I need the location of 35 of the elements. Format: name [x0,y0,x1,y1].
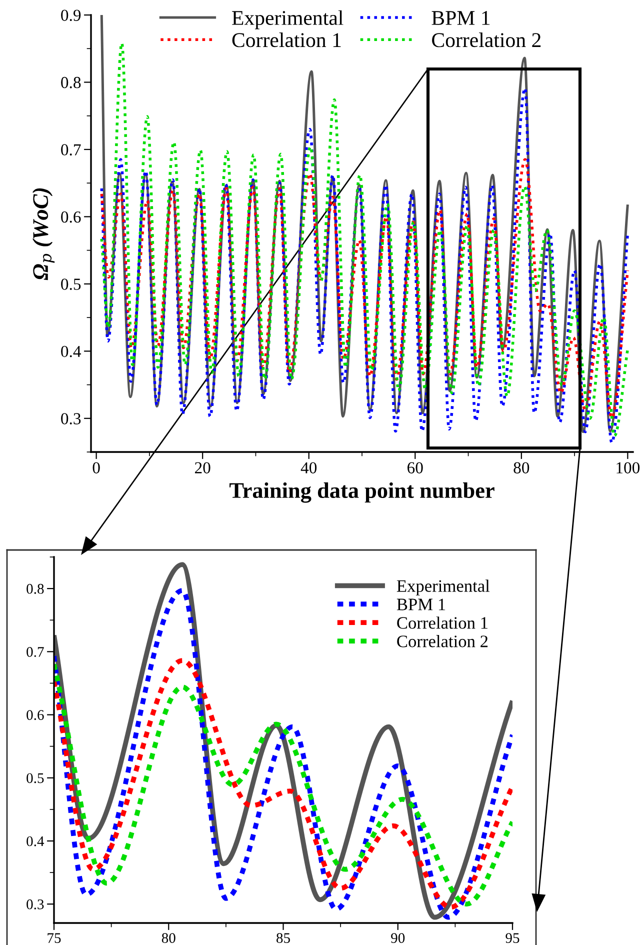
legend-label: BPM 1 [396,598,446,610]
legend-label: Correlation 2 [432,32,541,48]
legend-label: BPM 1 [432,11,490,25]
x-tick-label: 40 [300,462,317,474]
y-tick-label: 0.3 [61,413,81,424]
legend-label: Correlation 1 [397,616,488,629]
legend-label: Experimental [396,580,490,596]
y-tick-label: 0.4 [61,346,82,358]
legend-label: Correlation 2 [397,635,488,648]
y-tick-label: 0.6 [26,710,44,720]
x-tick-label: 100 [616,462,640,474]
y-tick-label: 0.8 [26,584,44,594]
legend-label: Experimental [232,10,344,30]
x-tick-label: 90 [391,933,405,943]
x-axis-title: Training data point number [230,482,494,503]
y-tick-label: 0.3 [26,899,44,910]
x-tick-label: 60 [408,462,423,474]
y-tick-label: 0.7 [26,647,44,657]
x-tick-label: 0 [92,462,100,474]
x-tick-label: 20 [194,462,210,474]
y-tick-label: 0.9 [61,10,81,22]
y-tick-label: 0.5 [61,278,81,290]
line-series [100,158,630,420]
legend-label: Correlation 1 [232,32,341,48]
x-tick-label: 95 [506,933,520,943]
y-tick-label: 0.6 [61,211,81,223]
y-tick-label: 0.8 [61,76,81,88]
y-tick-label: 0.7 [61,144,81,156]
x-tick-label: 80 [162,933,176,943]
y-tick-label: 0.4 [26,836,44,846]
x-tick-label: 85 [276,933,290,943]
x-tick-label: 80 [514,462,530,474]
x-tick-label: 75 [48,933,61,943]
y-tick-label: 0.5 [26,773,44,784]
y-axis-title: Ω$_{p}$ (WoC) [32,188,55,280]
